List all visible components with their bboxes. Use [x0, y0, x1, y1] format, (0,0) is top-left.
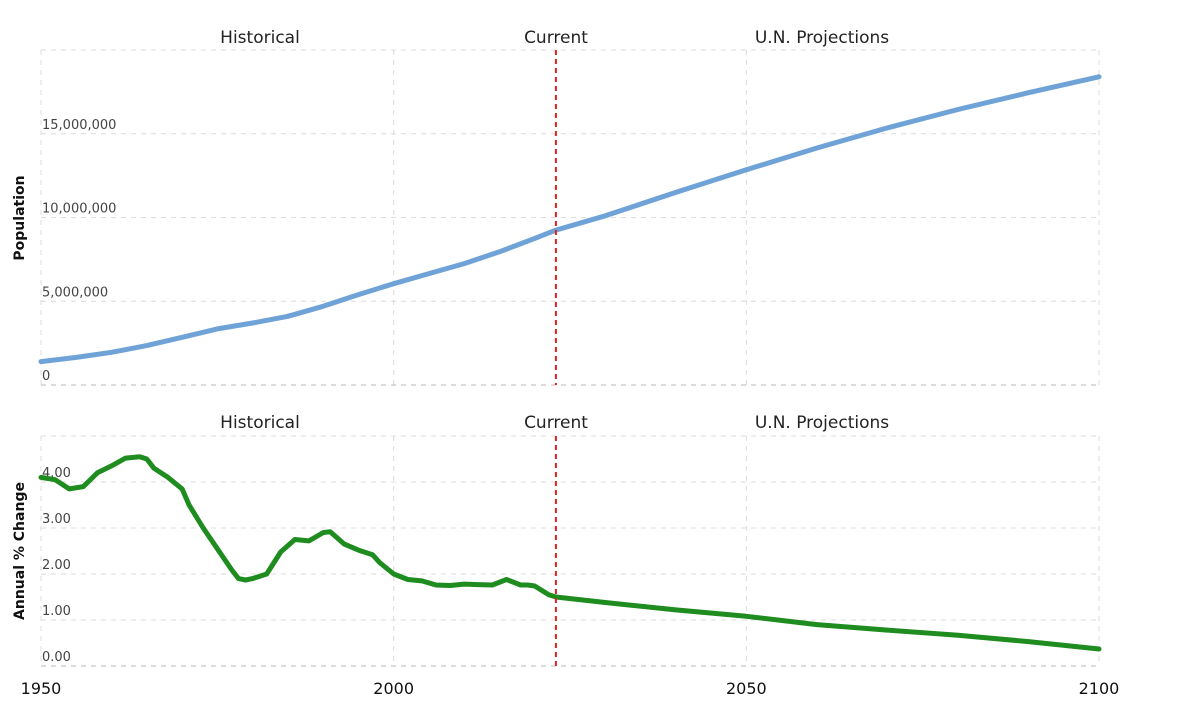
change-ytick-label: 0.00 [42, 650, 71, 665]
change-y-axis-title: Annual % Change [12, 482, 28, 620]
population-ytick-label: 10,000,000 [42, 202, 116, 217]
change-ytick-label: 3.00 [42, 512, 71, 527]
change-ytick-label: 1.00 [42, 604, 71, 619]
x-tick-label-2050: 2050 [726, 679, 767, 698]
change-section-label: Historical [220, 413, 300, 433]
population-section-label: Current [524, 28, 588, 48]
population-ytick-label: 0 [42, 369, 50, 384]
population-section-label: U.N. Projections [755, 28, 889, 48]
change-series-line [38, 454, 1102, 652]
population-section-label: Historical [220, 28, 300, 48]
change-section-label: U.N. Projections [755, 413, 889, 433]
change-ytick-label: 2.00 [42, 558, 71, 573]
population-series-line [38, 74, 1102, 365]
x-tick-label-1950: 1950 [21, 679, 62, 698]
x-tick-label-2000: 2000 [373, 679, 414, 698]
population-ytick-label: 5,000,000 [42, 285, 108, 300]
x-tick-label-2100: 2100 [1079, 679, 1120, 698]
population-y-axis-title: Population [12, 175, 28, 260]
change-section-label: Current [524, 413, 588, 433]
population-ytick-label: 15,000,000 [42, 118, 116, 133]
